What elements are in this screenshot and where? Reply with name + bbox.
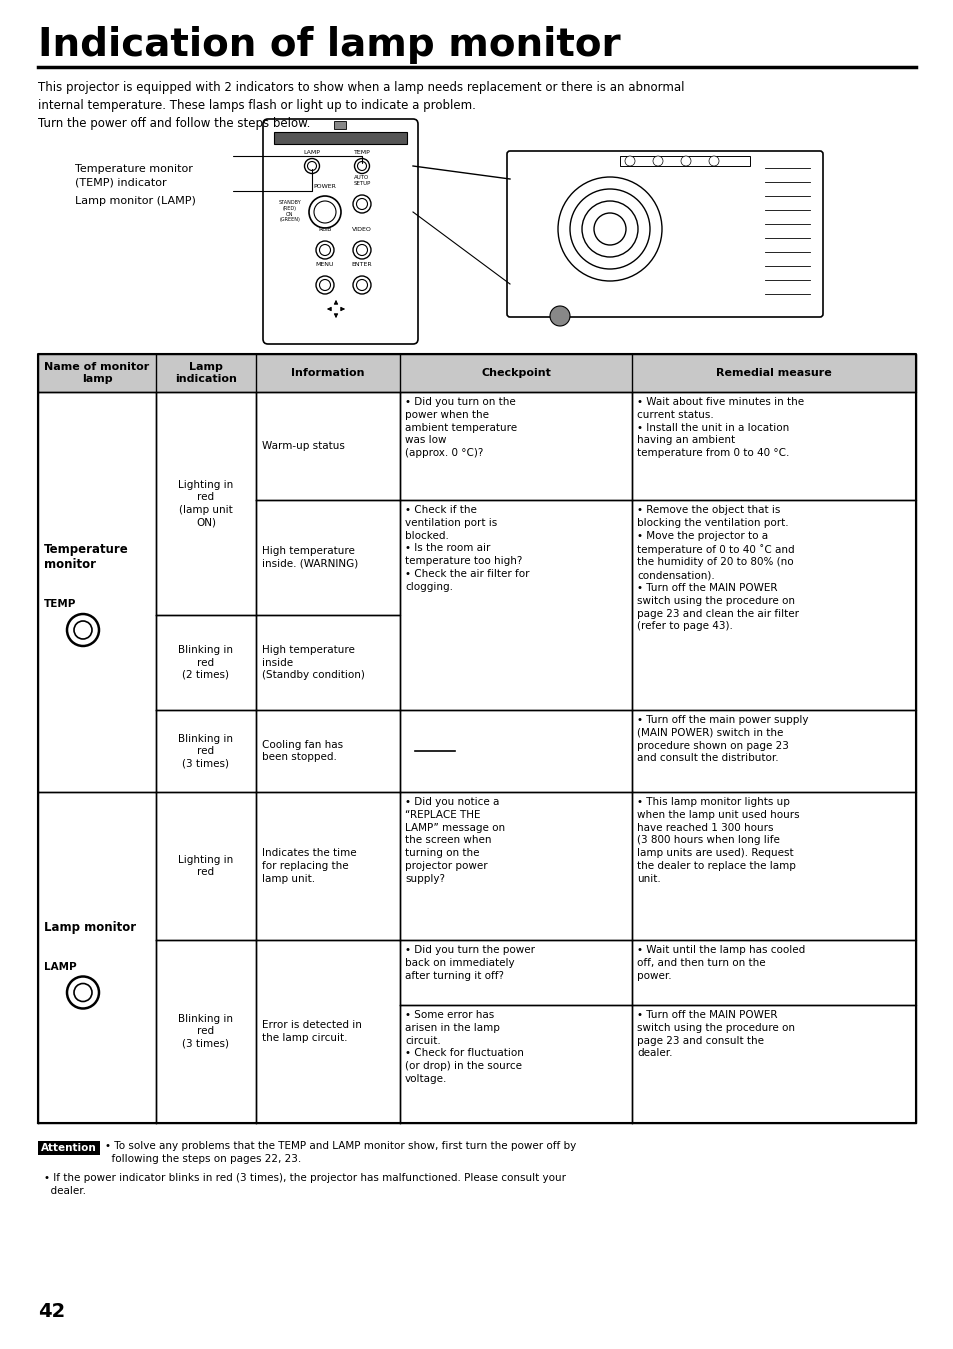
Circle shape (314, 201, 335, 223)
Text: • Wait until the lamp has cooled
off, and then turn on the
power.: • Wait until the lamp has cooled off, an… (637, 946, 804, 981)
Circle shape (558, 177, 661, 281)
Circle shape (307, 162, 316, 170)
FancyBboxPatch shape (263, 119, 417, 344)
Circle shape (708, 156, 719, 166)
Text: Blinking in
red
(3 times): Blinking in red (3 times) (178, 1014, 233, 1050)
Text: This projector is equipped with 2 indicators to show when a lamp needs replaceme: This projector is equipped with 2 indica… (38, 81, 684, 130)
Text: Indication of lamp monitor: Indication of lamp monitor (38, 26, 620, 63)
Text: STANDBY
(RED)
ON
(GREEN): STANDBY (RED) ON (GREEN) (278, 200, 301, 223)
Bar (619, 156, 749, 166)
Text: • Turn off the MAIN POWER
switch using the procedure on
page 23 and consult the
: • Turn off the MAIN POWER switch using t… (637, 1010, 794, 1059)
Circle shape (353, 241, 371, 259)
Circle shape (315, 277, 334, 294)
Text: Name of monitor
lamp: Name of monitor lamp (45, 362, 150, 384)
Text: • This lamp monitor lights up
when the lamp unit used hours
have reached 1 300 h: • This lamp monitor lights up when the l… (637, 797, 799, 884)
Circle shape (309, 196, 340, 228)
Circle shape (67, 614, 99, 646)
Text: Error is detected in
the lamp circuit.: Error is detected in the lamp circuit. (262, 1020, 361, 1043)
Text: Information: Information (291, 368, 364, 378)
Text: High temperature
inside. (WARNING): High temperature inside. (WARNING) (262, 546, 358, 569)
Text: Lamp
indication: Lamp indication (175, 362, 236, 384)
Text: TEMP: TEMP (44, 599, 76, 608)
Circle shape (74, 983, 91, 1001)
Circle shape (353, 196, 371, 213)
Text: Lamp monitor (LAMP): Lamp monitor (LAMP) (75, 196, 195, 206)
Circle shape (356, 279, 367, 290)
Circle shape (594, 213, 625, 246)
Circle shape (74, 621, 91, 639)
Text: Cooling fan has
been stopped.: Cooling fan has been stopped. (262, 739, 343, 762)
Circle shape (67, 977, 99, 1009)
Circle shape (550, 306, 569, 326)
Text: Remedial measure: Remedial measure (716, 368, 831, 378)
Circle shape (581, 201, 638, 258)
Text: Blinking in
red
(2 times): Blinking in red (2 times) (178, 645, 233, 680)
Circle shape (304, 158, 319, 174)
Text: RGB: RGB (318, 227, 332, 232)
Text: Warm-up status: Warm-up status (262, 441, 345, 451)
Circle shape (356, 244, 367, 255)
Text: Lighting in
red: Lighting in red (178, 855, 233, 877)
Text: • Some error has
arisen in the lamp
circuit.
• Check for fluctuation
(or drop) i: • Some error has arisen in the lamp circ… (405, 1010, 523, 1085)
Text: • Wait about five minutes in the
current status.
• Install the unit in a locatio: • Wait about five minutes in the current… (637, 397, 803, 459)
Text: • Turn off the main power supply
(MAIN POWER) switch in the
procedure shown on p: • Turn off the main power supply (MAIN P… (637, 715, 807, 764)
Text: • Did you turn the power
back on immediately
after turning it off?: • Did you turn the power back on immedia… (405, 946, 535, 981)
Circle shape (315, 241, 334, 259)
Text: • Did you turn on the
power when the
ambient temperature
was low
(approx. 0 °C)?: • Did you turn on the power when the amb… (405, 397, 517, 459)
Circle shape (624, 156, 635, 166)
Bar (38, 1141, 100, 1155)
Circle shape (353, 277, 371, 294)
Text: • Did you notice a
“REPLACE THE
LAMP” message on
the screen when
turning on the
: • Did you notice a “REPLACE THE LAMP” me… (405, 797, 504, 884)
Text: VIDEO: VIDEO (352, 227, 372, 232)
Circle shape (569, 189, 649, 268)
FancyBboxPatch shape (506, 151, 822, 317)
Text: • Remove the object that is
blocking the ventilation port.
• Move the projector : • Remove the object that is blocking the… (637, 505, 799, 631)
Text: ENTER: ENTER (352, 262, 372, 267)
Text: Checkpoint: Checkpoint (480, 368, 551, 378)
Text: LAMP: LAMP (303, 150, 320, 155)
Circle shape (319, 279, 330, 290)
Polygon shape (38, 353, 915, 393)
Text: • Check if the
ventilation port is
blocked.
• Is the room air
temperature too hi: • Check if the ventilation port is block… (405, 505, 529, 592)
Text: Indicates the time
for replacing the
lamp unit.: Indicates the time for replacing the lam… (262, 849, 356, 884)
Text: Lamp monitor: Lamp monitor (44, 921, 136, 934)
Text: 42: 42 (38, 1302, 65, 1321)
Text: TEMP: TEMP (354, 150, 370, 155)
Text: Temperature
monitor: Temperature monitor (44, 542, 129, 572)
Text: Attention: Attention (41, 1143, 97, 1153)
Circle shape (319, 244, 330, 255)
Circle shape (652, 156, 662, 166)
Circle shape (355, 158, 369, 174)
Bar (334, 121, 346, 130)
Text: • If the power indicator blinks in red (3 times), the projector has malfunctione: • If the power indicator blinks in red (… (44, 1174, 565, 1197)
Text: POWER: POWER (314, 183, 336, 189)
Text: Blinking in
red
(3 times): Blinking in red (3 times) (178, 734, 233, 769)
Bar (274, 132, 407, 144)
Circle shape (680, 156, 690, 166)
Text: LAMP: LAMP (44, 962, 76, 973)
Circle shape (357, 162, 366, 170)
Text: • To solve any problems that the TEMP and LAMP monitor show, first turn the powe: • To solve any problems that the TEMP an… (105, 1141, 576, 1164)
Text: High temperature
inside
(Standby condition): High temperature inside (Standby conditi… (262, 645, 364, 680)
Text: Temperature monitor
(TEMP) indicator: Temperature monitor (TEMP) indicator (75, 165, 193, 188)
Text: AUTO
SETUP: AUTO SETUP (353, 175, 371, 186)
Circle shape (356, 198, 367, 209)
Text: MENU: MENU (315, 262, 334, 267)
Text: Lighting in
red
(lamp unit
ON): Lighting in red (lamp unit ON) (178, 480, 233, 527)
